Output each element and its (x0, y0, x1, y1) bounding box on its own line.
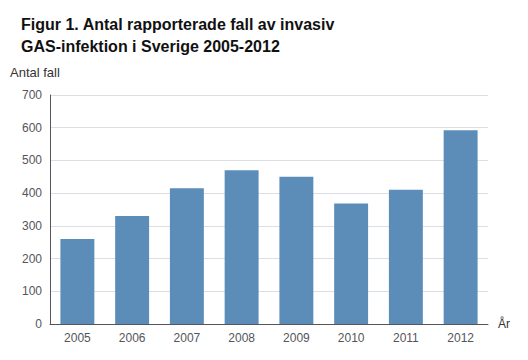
svg-text:År: År (498, 316, 510, 331)
svg-text:2006: 2006 (119, 331, 146, 345)
svg-text:700: 700 (22, 88, 42, 102)
svg-text:400: 400 (22, 186, 42, 200)
svg-text:2009: 2009 (283, 331, 310, 345)
svg-text:600: 600 (22, 121, 42, 135)
svg-text:100: 100 (22, 284, 42, 298)
svg-text:GAS-infektion i Sverige 2005-2: GAS-infektion i Sverige 2005-2012 (21, 38, 280, 55)
svg-text:2010: 2010 (338, 331, 365, 345)
svg-text:2005: 2005 (64, 331, 91, 345)
svg-text:2012: 2012 (447, 331, 474, 345)
svg-text:300: 300 (22, 219, 42, 233)
svg-text:2007: 2007 (174, 331, 201, 345)
svg-text:Antal fall: Antal fall (10, 65, 60, 80)
svg-text:0: 0 (35, 317, 42, 331)
svg-text:2011: 2011 (393, 331, 419, 345)
svg-text:200: 200 (22, 252, 42, 266)
svg-text:Figur 1. Antal rapporterade fa: Figur 1. Antal rapporterade fall av inva… (21, 16, 334, 33)
svg-text:500: 500 (22, 153, 42, 167)
svg-text:2008: 2008 (228, 331, 255, 345)
